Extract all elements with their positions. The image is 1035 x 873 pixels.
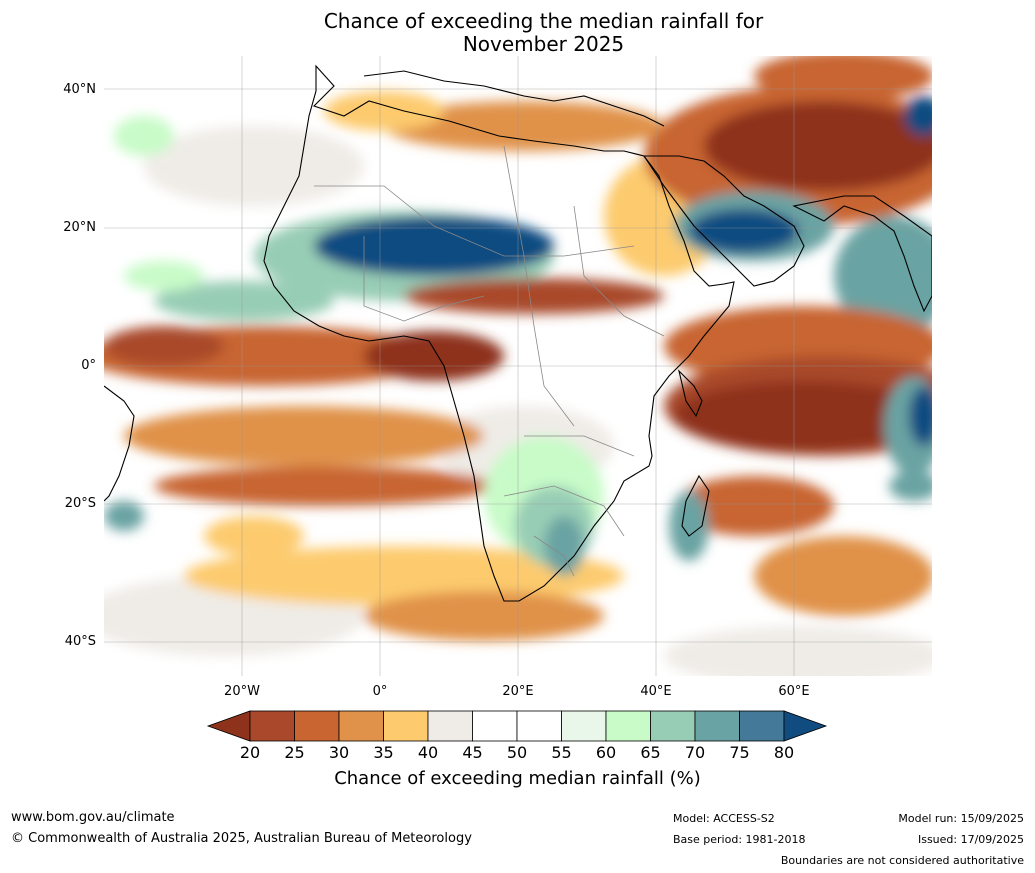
colorbar-segments <box>206 710 828 742</box>
title-line-1: Chance of exceeding the median rainfall … <box>323 9 764 33</box>
lon-label-40e: 40°E <box>640 684 672 699</box>
title-line-2: November 2025 <box>462 32 625 56</box>
colorbar-extend-low <box>206 710 251 742</box>
colorbar-tick-label: 60 <box>595 743 617 762</box>
lon-label-20w: 20°W <box>224 684 260 699</box>
lon-label-20e: 20°E <box>502 684 534 699</box>
footer-disclaimer: Boundaries are not considered authoritat… <box>780 854 1024 867</box>
colorbar-tick-label: 65 <box>640 743 661 762</box>
colorbar-segment <box>650 710 696 742</box>
colorbar-tick-label: 20 <box>239 743 261 762</box>
rainfall-map[interactable] <box>104 56 932 676</box>
colorbar-tick-label: 25 <box>284 743 305 762</box>
colorbar-tick-label: 45 <box>462 743 483 762</box>
colorbar-segment <box>472 710 518 742</box>
coastlines <box>104 64 932 602</box>
colorbar-segment <box>294 710 340 742</box>
colorbar-tick-label: 40 <box>417 743 439 762</box>
colorbar-tick-label: 50 <box>506 743 528 762</box>
colorbar-segment <box>249 710 295 742</box>
colorbar-label: Chance of exceeding median rainfall (%) <box>334 768 701 789</box>
colorbar-tick-label: 35 <box>373 743 394 762</box>
colorbar-segment <box>427 710 473 742</box>
map-title: Chance of exceeding the median rainfall … <box>0 10 1035 56</box>
footer-base-period: Base period: 1981-2018 <box>673 833 806 846</box>
colorbar-segment <box>561 710 607 742</box>
lat-label-equator: 0° <box>81 358 96 373</box>
country-borders <box>314 145 665 577</box>
footer-issued: Issued: 17/09/2025 <box>917 833 1024 846</box>
colorbar-segment <box>739 710 785 742</box>
colorbar-tick-label: 80 <box>773 743 795 762</box>
colorbar-segment <box>694 710 740 742</box>
colorbar-tick-label: 55 <box>551 743 572 762</box>
lat-label-40n: 40°N <box>63 82 96 97</box>
colorbar-segment <box>338 710 384 742</box>
grid-lines <box>104 56 932 676</box>
colorbar-tick-label: 75 <box>729 743 750 762</box>
colorbar-segment <box>383 710 429 742</box>
footer-website[interactable]: www.bom.gov.au/climate <box>11 810 175 825</box>
colorbar-segment <box>605 710 651 742</box>
lon-label-60e: 60°E <box>778 684 810 699</box>
colorbar-tick-label: 70 <box>684 743 706 762</box>
colorbar-extend-high <box>783 710 828 742</box>
lon-label-0: 0° <box>372 684 388 699</box>
colorbar-tick-label: 30 <box>328 743 350 762</box>
footer-model: Model: ACCESS-S2 <box>673 812 775 825</box>
lat-label-20s: 20°S <box>64 496 96 511</box>
colorbar-segment <box>516 710 562 742</box>
footer-copyright: © Commonwealth of Australia 2025, Austra… <box>11 831 472 846</box>
lat-label-20n: 20°N <box>63 220 96 235</box>
colorbar <box>206 710 828 742</box>
lat-label-40s: 40°S <box>64 634 96 649</box>
probability-fields <box>104 56 932 676</box>
footer-model-run: Model run: 15/09/2025 <box>898 812 1024 825</box>
map-canvas <box>104 56 932 676</box>
